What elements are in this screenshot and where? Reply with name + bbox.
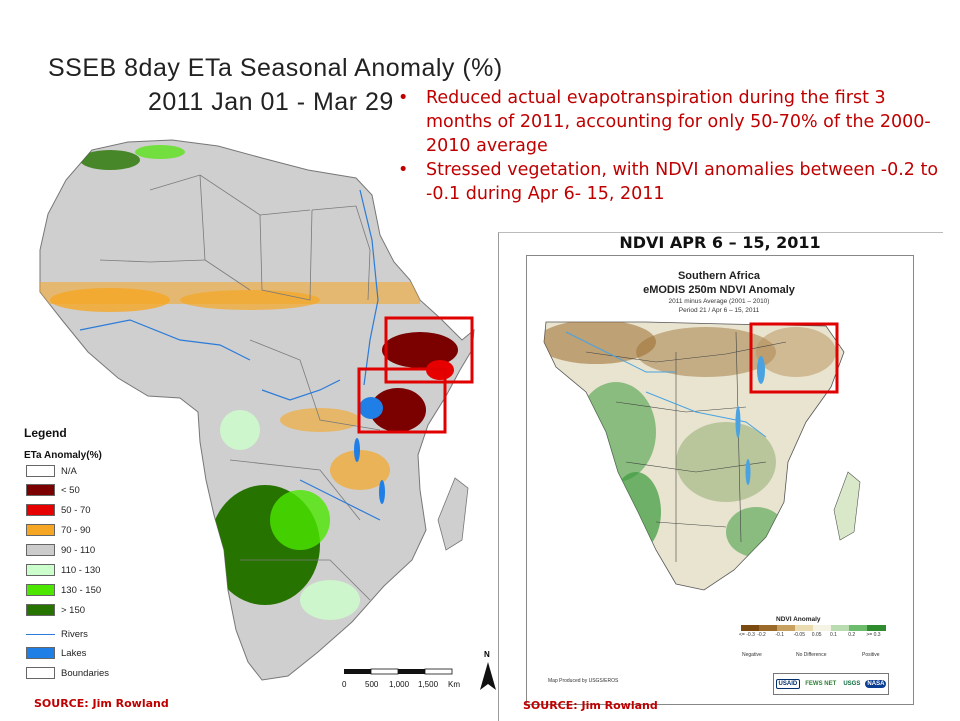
ndvi-legend-title: NDVI Anomaly	[776, 616, 821, 623]
legend-item: 130 - 150	[26, 583, 101, 597]
ndvi-legend-tick: -0.05	[793, 632, 805, 638]
highlight-box-kenya	[357, 367, 447, 434]
bullet-text-1: Reduced actual evapotranspiration during…	[426, 88, 931, 156]
legend-item: N/A	[26, 464, 77, 478]
ndvi-legend-bar	[741, 625, 886, 631]
river-line-swatch	[26, 633, 55, 635]
north-arrow-icon	[480, 662, 496, 690]
eta-anomaly-map	[39, 139, 496, 690]
logo-nasa: NASA	[865, 680, 887, 688]
legend-item-label: 110 - 130	[61, 564, 101, 576]
logo-usgs: USGS	[843, 681, 861, 687]
legend-item-label: 70 - 90	[61, 524, 91, 536]
ndvi-legend-tick: <= -0.3	[739, 632, 755, 638]
rivers	[79, 189, 381, 521]
legend-item-label: < 50	[61, 484, 80, 496]
ndvi-map-subtitle: eMODIS 250m NDVI Anomaly	[643, 284, 795, 296]
legend-swatch	[26, 524, 55, 536]
ndvi-anomaly-map	[543, 321, 861, 591]
bullet-item: • Stressed vegetation, with NDVI anomali…	[398, 158, 943, 206]
ndvi-map-title: Southern Africa	[677, 270, 761, 282]
lake-tanganyika	[354, 438, 360, 462]
legend-item-label: 90 - 110	[61, 544, 96, 556]
legend-item-label: 50 - 70	[61, 504, 91, 516]
bullet-list: • Reduced actual evapotranspiration duri…	[398, 86, 943, 206]
legend-item: > 150	[26, 603, 85, 617]
lake-swatch	[26, 647, 55, 659]
legend-rivers: Rivers	[26, 627, 88, 641]
legend-item-label: N/A	[61, 465, 77, 477]
legend-swatch	[26, 504, 55, 516]
bullet-icon: •	[398, 88, 409, 108]
ndvi-cat-nodiff: No Difference	[796, 652, 827, 658]
agency-logos: USAID FEWS NET USGS NASA	[773, 673, 889, 695]
logo-usaid: USAID	[775, 679, 801, 689]
legend-item: 90 - 110	[26, 543, 95, 557]
legend-item: 70 - 90	[26, 523, 91, 537]
scale-unit: Km	[448, 680, 460, 689]
scale-tick-1500: 1,500	[418, 680, 439, 689]
scale-tick-0: 0	[342, 680, 347, 689]
ndvi-map-period: Period 21 / Apr 6 – 15, 2011	[678, 307, 760, 314]
legend-item: 110 - 130	[26, 563, 100, 577]
ndvi-legend-tick: 0.05	[811, 632, 822, 638]
highlight-box-ethiopia	[384, 316, 474, 384]
ndvi-highlight-box	[749, 322, 839, 394]
madagascar	[437, 477, 469, 551]
ndvi-map-period-note: 2011 minus Average (2001 – 2010)	[668, 298, 770, 305]
lake-malawi	[379, 480, 385, 504]
scale-tick-500: 500	[365, 680, 379, 689]
ndvi-legend-tick: -0.1	[775, 632, 785, 638]
ndvi-panel-header: NDVI APR 6 – 15, 2011	[619, 233, 821, 252]
africa-landmass	[39, 139, 475, 681]
bullet-icon: •	[398, 160, 409, 180]
map-title-line2: 2011 Jan 01 - Mar 29	[148, 88, 394, 116]
ndvi-legend-tick: -0.2	[757, 632, 766, 638]
ndvi-cat-negative: Negative	[742, 652, 762, 658]
legend-swatch	[26, 484, 55, 496]
ndvi-legend-tick: 0.1	[830, 632, 837, 638]
ndvi-cat-positive: Positive	[862, 652, 880, 658]
bullet-item: • Reduced actual evapotranspiration duri…	[398, 86, 943, 158]
legend-boundaries-label: Boundaries	[61, 667, 110, 679]
map-title-line1: SSEB 8day ETa Seasonal Anomaly (%)	[48, 54, 503, 82]
anomaly-patterns	[40, 145, 458, 620]
legend-boundaries: Boundaries	[26, 666, 109, 680]
scale-tick-1000: 1,000	[389, 680, 410, 689]
legend-swatch	[26, 564, 55, 576]
logo-fewsnet: FEWS NET	[805, 681, 837, 687]
source-left: SOURCE: Jim Rowland	[34, 697, 169, 710]
legend-swatch	[26, 584, 55, 596]
legend-swatch	[26, 465, 55, 477]
legend-item: 50 - 70	[26, 503, 91, 517]
legend-lakes-label: Lakes	[61, 647, 87, 659]
legend-item: < 50	[26, 483, 80, 497]
legend-rivers-label: Rivers	[61, 628, 88, 640]
scale-bar	[344, 668, 453, 675]
ndvi-map-credit: Map Produced by USGS/EROS	[548, 678, 619, 684]
boundary-swatch	[26, 667, 55, 679]
legend-item-label: > 150	[61, 604, 86, 616]
source-right: SOURCE: Jim Rowland	[523, 699, 658, 712]
lake-victoria	[359, 397, 383, 419]
legend-swatch	[26, 604, 55, 616]
ndvi-legend-tick: 0.2	[848, 632, 856, 638]
legend-subtitle: ETa Anomaly(%)	[24, 450, 102, 461]
legend-title: Legend	[24, 426, 67, 440]
legend-item-label: 130 - 150	[61, 584, 102, 596]
north-label: N	[484, 650, 490, 659]
legend-lakes: Lakes	[26, 646, 86, 660]
ndvi-legend-tick: >= 0.3	[866, 632, 881, 638]
legend-swatch	[26, 544, 55, 556]
bullet-text-2: Stressed vegetation, with NDVI anomalies…	[426, 160, 939, 204]
